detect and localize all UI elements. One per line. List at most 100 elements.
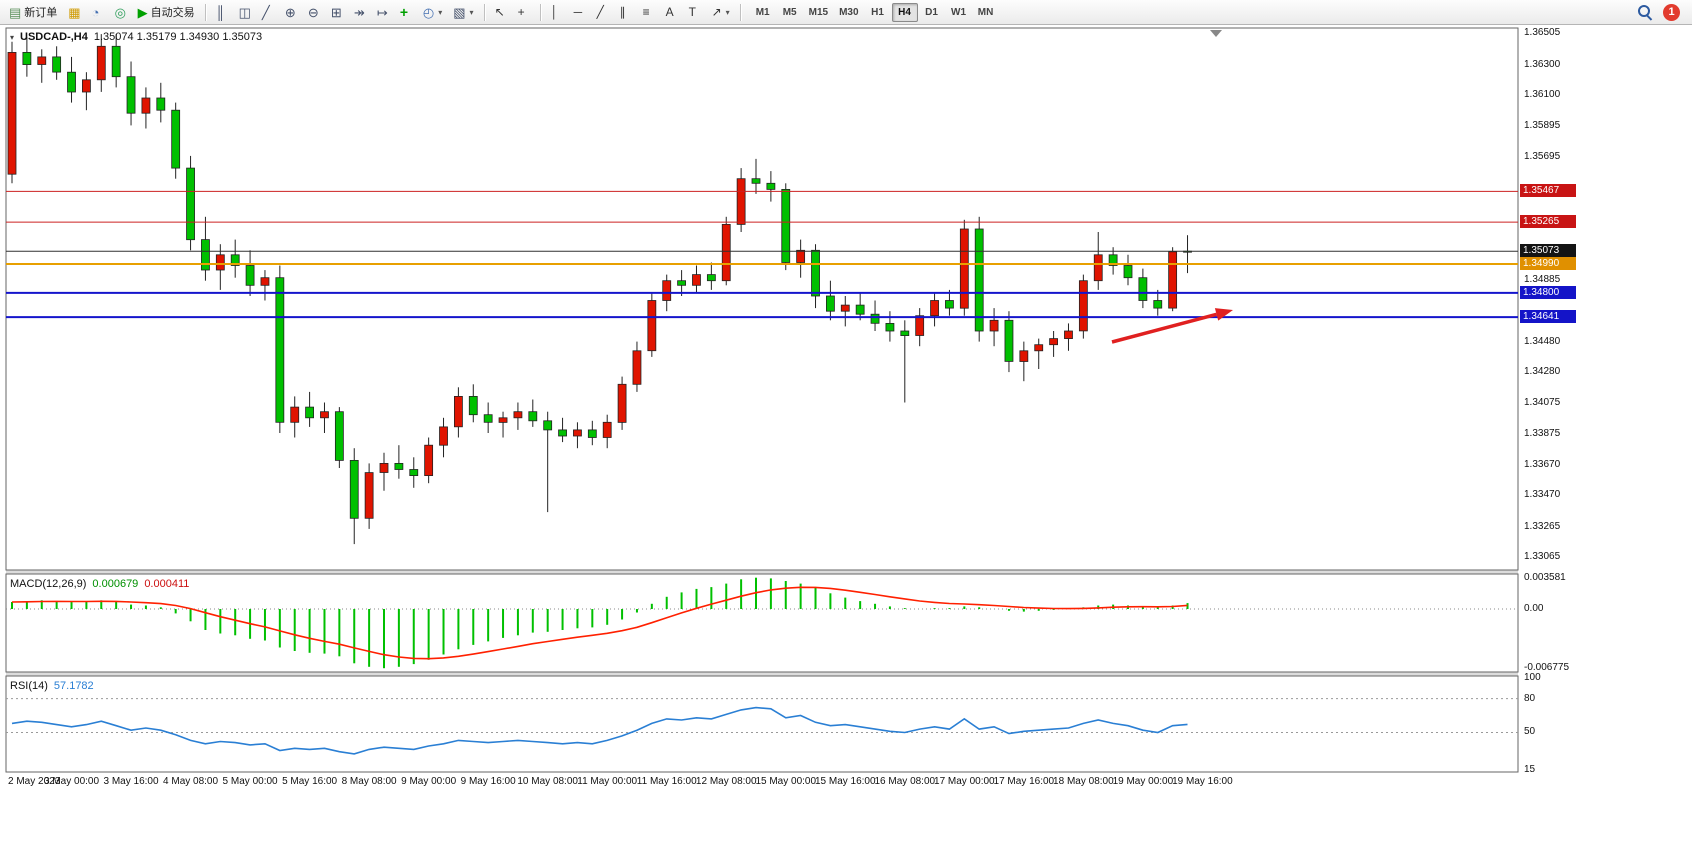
timeframe-m5-button[interactable]: M5 xyxy=(777,3,803,22)
candle-body xyxy=(826,295,835,312)
timeframe-m1-button[interactable]: M1 xyxy=(750,3,776,22)
price-badge-1.34990[interactable]: 1.34990 xyxy=(1520,256,1576,270)
market-watch-button[interactable]: ◔ xyxy=(87,2,109,23)
price-axis-label: 1.35695 xyxy=(1524,150,1561,162)
chart-shift-marker-icon xyxy=(1210,30,1222,37)
time-axis-label: 12 May 08:00 xyxy=(695,776,757,787)
timeframe-m30-button[interactable]: M30 xyxy=(834,3,863,22)
chart-surface[interactable] xyxy=(0,26,1692,859)
price-badge-1.34641[interactable]: 1.34641 xyxy=(1520,310,1576,324)
timeframe-m15-button[interactable]: M15 xyxy=(804,3,833,22)
time-axis-label: 19 May 16:00 xyxy=(1172,776,1233,787)
time-axis-label: 3 May 16:00 xyxy=(103,776,159,787)
search-icon[interactable] xyxy=(1638,5,1652,19)
zoom-out-button[interactable]: ⊖ xyxy=(303,2,325,23)
cursor-button[interactable]: ↖ xyxy=(490,2,512,23)
text-button[interactable]: A xyxy=(661,2,683,23)
new-order-icon: ▤ xyxy=(9,4,22,20)
price-badge-1.35073[interactable]: 1.35073 xyxy=(1520,244,1576,258)
vertical-line-button[interactable]: │ xyxy=(546,2,568,23)
candle-body xyxy=(275,277,285,423)
candle-body xyxy=(558,429,567,437)
candle-body xyxy=(483,414,493,423)
candle-body xyxy=(677,280,686,286)
time-axis-label: 19 May 00:00 xyxy=(1112,776,1174,787)
arrow-annotation-shaft[interactable] xyxy=(1111,312,1218,344)
price-axis-label: 1.33470 xyxy=(1524,489,1561,501)
candle-body xyxy=(171,109,181,169)
line-chart-button[interactable]: ╱ xyxy=(257,2,279,23)
timeframe-w1-button[interactable]: W1 xyxy=(946,3,972,22)
candle-body xyxy=(1168,251,1178,309)
vertical-line-icon: │ xyxy=(550,4,559,19)
periods-button[interactable]: ◴ ▾ xyxy=(418,2,447,23)
candle-body xyxy=(543,420,553,431)
candle-body xyxy=(900,330,910,336)
new-order-button[interactable]: ▤ 新订单 xyxy=(4,2,62,23)
chart-ohlc: 1.35074 1.35179 1.34930 1.35073 xyxy=(93,31,263,43)
candle-body xyxy=(587,429,597,438)
candle-body xyxy=(439,426,448,446)
arrows-button[interactable]: ↗ ▾ xyxy=(707,2,735,23)
candle-body xyxy=(602,421,612,438)
text-label-icon: T xyxy=(688,4,696,19)
price-badge-1.34800[interactable]: 1.34800 xyxy=(1520,285,1576,299)
candle-body xyxy=(334,411,344,461)
candle-body xyxy=(959,228,969,309)
autotrading-icon: ▶ xyxy=(137,4,148,20)
new-chart-button[interactable]: ▦ xyxy=(63,2,85,23)
arrow-annotation-head[interactable] xyxy=(1214,308,1233,321)
candle-body xyxy=(424,444,434,477)
candle-body xyxy=(364,472,374,519)
candlestick-chart-button[interactable]: ◫ xyxy=(234,2,256,23)
bar-chart-button[interactable]: ║ xyxy=(211,2,233,23)
auto-scroll-button[interactable]: ↠ xyxy=(349,2,371,23)
chart-dropdown-icon[interactable]: ▾ xyxy=(10,32,15,42)
time-axis-label: 10 May 08:00 xyxy=(517,776,578,787)
price-axis-label: 1.33065 xyxy=(1524,551,1561,563)
timeframe-mn-button[interactable]: MN xyxy=(973,3,999,22)
candle-body xyxy=(840,304,850,312)
navigator-icon: ◎ xyxy=(114,4,126,20)
autotrading-button[interactable]: ▶ 自动交易 xyxy=(133,2,200,23)
templates-button[interactable]: ▧ ▾ xyxy=(448,2,478,23)
candle-body xyxy=(870,313,880,324)
chart-shift-button[interactable]: ↦ xyxy=(372,2,394,23)
candle-body xyxy=(67,71,76,93)
candle-body xyxy=(736,178,746,225)
candle-body xyxy=(52,56,62,73)
fibonacci-button[interactable]: ≡ xyxy=(638,2,660,23)
macd-axis-label: -0.006775 xyxy=(1524,662,1570,674)
trendline-button[interactable]: ╱ xyxy=(592,2,614,23)
crosshair-button[interactable]: + xyxy=(513,2,535,23)
channel-button[interactable]: ∥ xyxy=(615,2,637,23)
candle-body xyxy=(394,462,404,470)
tile-windows-button[interactable]: ⊞ xyxy=(326,2,348,23)
candle-body xyxy=(453,395,463,428)
price-badge-1.35265[interactable]: 1.35265 xyxy=(1520,215,1576,229)
candle-body xyxy=(126,76,136,114)
navigator-button[interactable]: ◎ xyxy=(110,2,132,23)
tile-windows-icon: ⊞ xyxy=(330,4,342,20)
zoom-in-button[interactable]: ⊕ xyxy=(280,2,302,23)
candle-body xyxy=(528,411,538,422)
indicators-button[interactable]: + xyxy=(395,2,417,23)
macd-main-value: 0.000679 xyxy=(92,578,139,590)
text-icon: A xyxy=(665,4,674,19)
timeframe-h1-button[interactable]: H1 xyxy=(865,3,891,22)
horizontal-line-button[interactable]: ─ xyxy=(569,2,591,23)
rsi-panel-frame xyxy=(5,675,1519,773)
time-axis-label: 9 May 16:00 xyxy=(460,776,516,787)
channel-icon: ∥ xyxy=(619,4,626,19)
text-label-button[interactable]: T xyxy=(684,2,706,23)
timeframe-h4-button[interactable]: H4 xyxy=(891,2,918,22)
price-axis-label: 1.34480 xyxy=(1524,335,1561,347)
price-badge-1.35467[interactable]: 1.35467 xyxy=(1520,184,1576,198)
chevron-down-icon: ▾ xyxy=(438,7,443,17)
notification-badge[interactable]: 1 xyxy=(1663,3,1680,21)
candle-body xyxy=(781,188,791,263)
candle-body xyxy=(230,254,240,266)
candle-body xyxy=(1004,319,1014,362)
zoom-out-icon: ⊖ xyxy=(307,4,319,20)
timeframe-d1-button[interactable]: D1 xyxy=(919,3,945,22)
